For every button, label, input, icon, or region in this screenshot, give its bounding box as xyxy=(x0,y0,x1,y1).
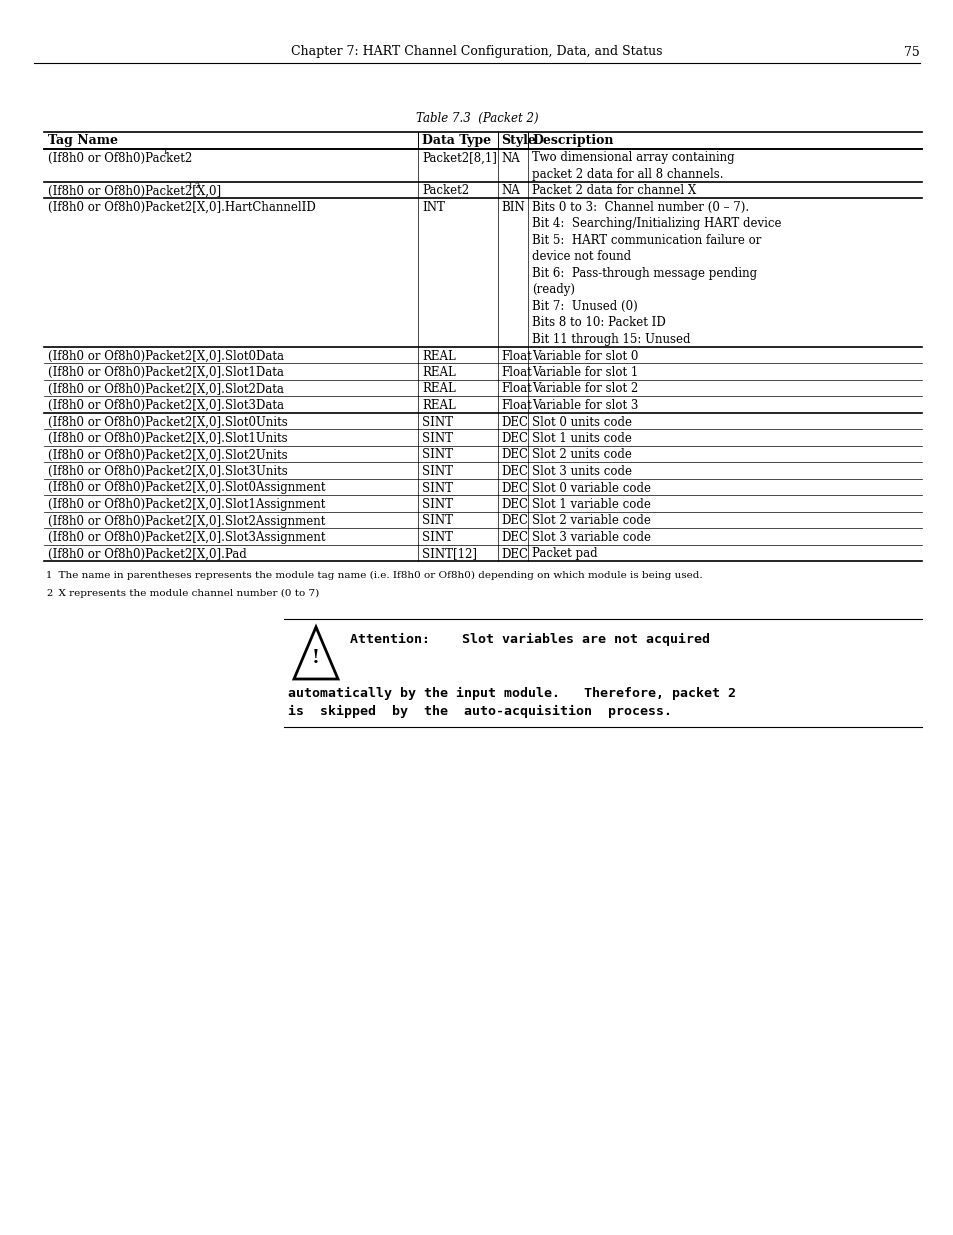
Text: Bits 0 to 3:  Channel number (0 – 7).: Bits 0 to 3: Channel number (0 – 7). xyxy=(532,201,748,214)
Text: (If8h0 or Of8h0)Packet2[X,0].HartChannelID: (If8h0 or Of8h0)Packet2[X,0].HartChannel… xyxy=(48,201,315,214)
Text: automatically by the input module.   Therefore, packet 2: automatically by the input module. There… xyxy=(288,687,735,700)
Text: Description: Description xyxy=(532,133,613,147)
Text: (If8h0 or Of8h0)Packet2: (If8h0 or Of8h0)Packet2 xyxy=(48,152,193,164)
Text: 2: 2 xyxy=(46,589,52,598)
Text: INT: INT xyxy=(421,201,444,214)
Text: X represents the module channel number (0 to 7): X represents the module channel number (… xyxy=(52,589,319,598)
Text: SINT: SINT xyxy=(421,432,453,445)
Text: Packet 2 data for channel X: Packet 2 data for channel X xyxy=(532,184,696,198)
Text: NA: NA xyxy=(500,152,519,164)
Text: (If8h0 or Of8h0)Packet2[X,0].Slot0Assignment: (If8h0 or Of8h0)Packet2[X,0].Slot0Assign… xyxy=(48,482,325,494)
Text: Float: Float xyxy=(500,399,531,412)
Text: SINT: SINT xyxy=(421,448,453,462)
Text: (If8h0 or Of8h0)Packet2[X,0].Slot3Assignment: (If8h0 or Of8h0)Packet2[X,0].Slot3Assign… xyxy=(48,531,325,543)
Text: 1,2: 1,2 xyxy=(188,182,201,189)
Text: Variable for slot 3: Variable for slot 3 xyxy=(532,399,638,412)
Text: Tag Name: Tag Name xyxy=(48,133,118,147)
Text: Slot 2 variable code: Slot 2 variable code xyxy=(532,515,650,527)
Text: REAL: REAL xyxy=(421,366,456,379)
Text: Slot 1 variable code: Slot 1 variable code xyxy=(532,498,650,511)
Text: SINT: SINT xyxy=(421,515,453,527)
Text: DEC: DEC xyxy=(500,482,527,494)
Text: Variable for slot 0: Variable for slot 0 xyxy=(532,350,638,363)
Text: REAL: REAL xyxy=(421,383,456,395)
Text: DEC: DEC xyxy=(500,498,527,511)
Text: !: ! xyxy=(312,650,319,667)
Text: Style: Style xyxy=(500,133,536,147)
Text: REAL: REAL xyxy=(421,399,456,412)
Text: Variable for slot 1: Variable for slot 1 xyxy=(532,366,638,379)
Text: Table 7.3  (Packet 2): Table 7.3 (Packet 2) xyxy=(416,111,537,125)
Text: Bit 7:  Unused (0): Bit 7: Unused (0) xyxy=(532,300,638,312)
Text: NA: NA xyxy=(500,184,519,198)
Text: is  skipped  by  the  auto-acquisition  process.: is skipped by the auto-acquisition proce… xyxy=(288,705,671,718)
Text: Slot 1 units code: Slot 1 units code xyxy=(532,432,631,445)
Text: Attention:    Slot variables are not acquired: Attention: Slot variables are not acquir… xyxy=(350,634,709,646)
Text: Packet pad: Packet pad xyxy=(532,547,597,561)
Text: DEC: DEC xyxy=(500,547,527,561)
Text: Packet2: Packet2 xyxy=(421,184,469,198)
Text: DEC: DEC xyxy=(500,432,527,445)
Text: 1: 1 xyxy=(163,148,168,157)
Text: BIN: BIN xyxy=(500,201,524,214)
Text: DEC: DEC xyxy=(500,515,527,527)
Text: DEC: DEC xyxy=(500,415,527,429)
Text: device not found: device not found xyxy=(532,251,631,263)
Text: SINT: SINT xyxy=(421,498,453,511)
Text: (If8h0 or Of8h0)Packet2[X,0].Slot1Data: (If8h0 or Of8h0)Packet2[X,0].Slot1Data xyxy=(48,366,284,379)
Text: (If8h0 or Of8h0)Packet2[X,0].Pad: (If8h0 or Of8h0)Packet2[X,0].Pad xyxy=(48,547,247,561)
Text: Slot 3 variable code: Slot 3 variable code xyxy=(532,531,650,543)
Text: Slot 3 units code: Slot 3 units code xyxy=(532,466,631,478)
Text: (If8h0 or Of8h0)Packet2[X,0].Slot0Data: (If8h0 or Of8h0)Packet2[X,0].Slot0Data xyxy=(48,350,284,363)
Text: SINT: SINT xyxy=(421,415,453,429)
Text: Float: Float xyxy=(500,383,531,395)
Text: DEC: DEC xyxy=(500,531,527,543)
Text: Variable for slot 2: Variable for slot 2 xyxy=(532,383,638,395)
Text: SINT: SINT xyxy=(421,482,453,494)
Text: Slot 2 units code: Slot 2 units code xyxy=(532,448,631,462)
Text: packet 2 data for all 8 channels.: packet 2 data for all 8 channels. xyxy=(532,168,722,182)
Text: DEC: DEC xyxy=(500,466,527,478)
Text: The name in parentheses represents the module tag name (i.e. If8h0 or Of8h0) dep: The name in parentheses represents the m… xyxy=(52,571,702,580)
Text: SINT: SINT xyxy=(421,531,453,543)
Text: (If8h0 or Of8h0)Packet2[X,0].Slot2Assignment: (If8h0 or Of8h0)Packet2[X,0].Slot2Assign… xyxy=(48,515,325,527)
Text: DEC: DEC xyxy=(500,448,527,462)
Text: Chapter 7: HART Channel Configuration, Data, and Status: Chapter 7: HART Channel Configuration, D… xyxy=(291,46,662,58)
Text: REAL: REAL xyxy=(421,350,456,363)
Text: SINT[12]: SINT[12] xyxy=(421,547,476,561)
Text: Slot 0 variable code: Slot 0 variable code xyxy=(532,482,650,494)
Text: Bit 11 through 15: Unused: Bit 11 through 15: Unused xyxy=(532,333,690,346)
Text: (If8h0 or Of8h0)Packet2[X,0].Slot1Units: (If8h0 or Of8h0)Packet2[X,0].Slot1Units xyxy=(48,432,287,445)
Text: Bit 6:  Pass-through message pending: Bit 6: Pass-through message pending xyxy=(532,267,757,280)
Text: SINT: SINT xyxy=(421,466,453,478)
Text: (If8h0 or Of8h0)Packet2[X,0].Slot0Units: (If8h0 or Of8h0)Packet2[X,0].Slot0Units xyxy=(48,415,288,429)
Text: 75: 75 xyxy=(903,46,919,58)
Text: Float: Float xyxy=(500,350,531,363)
Text: Data Type: Data Type xyxy=(421,133,491,147)
Text: Two dimensional array containing: Two dimensional array containing xyxy=(532,152,734,164)
Text: (ready): (ready) xyxy=(532,284,575,296)
Text: (If8h0 or Of8h0)Packet2[X,0].Slot2Data: (If8h0 or Of8h0)Packet2[X,0].Slot2Data xyxy=(48,383,284,395)
Text: (If8h0 or Of8h0)Packet2[X,0].Slot3Units: (If8h0 or Of8h0)Packet2[X,0].Slot3Units xyxy=(48,466,288,478)
Text: (If8h0 or Of8h0)Packet2[X,0].Slot3Data: (If8h0 or Of8h0)Packet2[X,0].Slot3Data xyxy=(48,399,284,412)
Text: 1: 1 xyxy=(46,571,52,580)
Text: (If8h0 or Of8h0)Packet2[X,0]: (If8h0 or Of8h0)Packet2[X,0] xyxy=(48,184,221,198)
Text: Bit 4:  Searching/Initializing HART device: Bit 4: Searching/Initializing HART devic… xyxy=(532,217,781,231)
Text: Packet2[8,1]: Packet2[8,1] xyxy=(421,152,497,164)
Text: Float: Float xyxy=(500,366,531,379)
Text: (If8h0 or Of8h0)Packet2[X,0].Slot2Units: (If8h0 or Of8h0)Packet2[X,0].Slot2Units xyxy=(48,448,287,462)
Text: Slot 0 units code: Slot 0 units code xyxy=(532,415,631,429)
Text: (If8h0 or Of8h0)Packet2[X,0].Slot1Assignment: (If8h0 or Of8h0)Packet2[X,0].Slot1Assign… xyxy=(48,498,325,511)
Text: Bit 5:  HART communication failure or: Bit 5: HART communication failure or xyxy=(532,233,760,247)
Text: Bits 8 to 10: Packet ID: Bits 8 to 10: Packet ID xyxy=(532,316,665,330)
